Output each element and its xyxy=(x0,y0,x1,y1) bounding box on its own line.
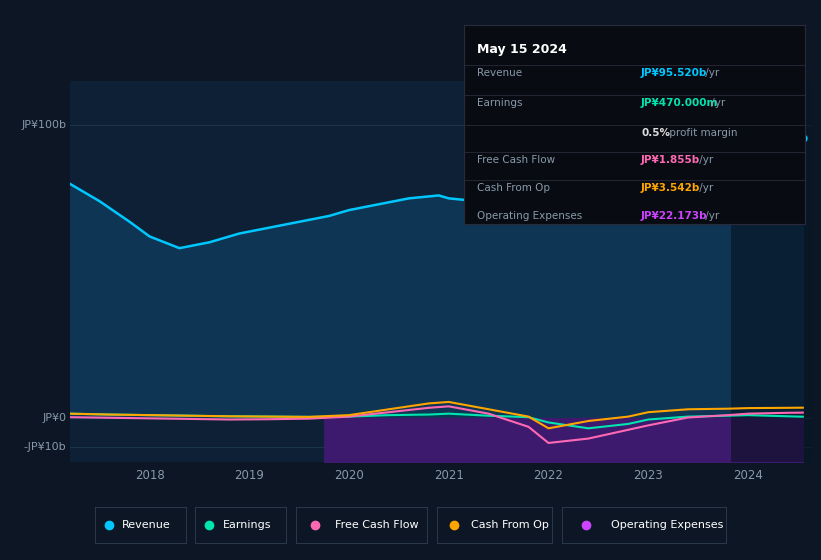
Text: JP¥100b: JP¥100b xyxy=(21,120,66,130)
Text: -JP¥10b: -JP¥10b xyxy=(24,442,66,452)
Text: Free Cash Flow: Free Cash Flow xyxy=(335,520,419,530)
Text: /yr: /yr xyxy=(702,211,720,221)
Text: 0.5%: 0.5% xyxy=(641,128,670,138)
Text: Revenue: Revenue xyxy=(122,520,171,530)
Text: 2020: 2020 xyxy=(334,469,364,482)
Text: /yr: /yr xyxy=(709,98,726,108)
Text: JP¥1.855b: JP¥1.855b xyxy=(641,155,700,165)
Text: /yr: /yr xyxy=(696,155,713,165)
Bar xyxy=(731,81,813,462)
Text: Operating Expenses: Operating Expenses xyxy=(478,211,583,221)
Text: 2021: 2021 xyxy=(433,469,464,482)
Text: Cash From Op: Cash From Op xyxy=(471,520,549,530)
Text: JP¥3.542b: JP¥3.542b xyxy=(641,183,700,193)
Text: JP¥95.520b: JP¥95.520b xyxy=(641,68,708,78)
Text: 2023: 2023 xyxy=(633,469,663,482)
Text: 2019: 2019 xyxy=(234,469,264,482)
Text: profit margin: profit margin xyxy=(666,128,737,138)
Text: Free Cash Flow: Free Cash Flow xyxy=(478,155,556,165)
Text: May 15 2024: May 15 2024 xyxy=(478,43,567,56)
Text: 2022: 2022 xyxy=(534,469,563,482)
Text: /yr: /yr xyxy=(702,68,720,78)
Text: Earnings: Earnings xyxy=(222,520,271,530)
Text: JP¥0: JP¥0 xyxy=(42,413,66,423)
Text: JP¥22.173b: JP¥22.173b xyxy=(641,211,708,221)
Text: Cash From Op: Cash From Op xyxy=(478,183,551,193)
Text: Operating Expenses: Operating Expenses xyxy=(611,520,723,530)
Text: 2018: 2018 xyxy=(135,469,164,482)
Text: 2024: 2024 xyxy=(733,469,763,482)
Text: JP¥470.000m: JP¥470.000m xyxy=(641,98,718,108)
Text: /yr: /yr xyxy=(696,183,713,193)
Text: Earnings: Earnings xyxy=(478,98,523,108)
Text: Revenue: Revenue xyxy=(478,68,523,78)
